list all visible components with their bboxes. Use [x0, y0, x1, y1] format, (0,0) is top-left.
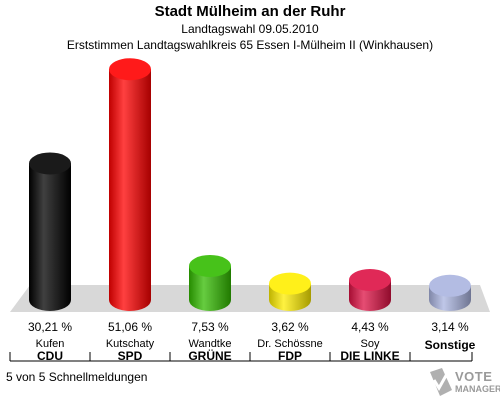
bar-grüne [189, 265, 231, 311]
bar-top-3 [269, 272, 311, 295]
candidate-label: Soy [361, 338, 380, 350]
bar-top-2 [189, 254, 231, 277]
value-label: 51,06 % [108, 320, 152, 334]
value-label: 7,53 % [191, 320, 229, 334]
party-label: FDP [278, 349, 302, 363]
party-label: SPD [118, 349, 143, 363]
logo-line2: MANAGER [455, 384, 500, 394]
bars-group [29, 58, 471, 311]
party-label: GRÜNE [188, 348, 231, 363]
party-label: CDU [37, 349, 63, 363]
logo-line1: VOTE [455, 369, 493, 384]
candidate-label: Wandtke [188, 338, 231, 350]
chart-subtitle-district: Erststimmen Landtagswahlkreis 65 Essen I… [66, 38, 434, 52]
bar-top-4 [349, 268, 391, 291]
candidate-label: Kufen [36, 338, 65, 350]
chart-subtitle: Landtagswahl 09.05.2010 [181, 22, 319, 36]
value-label: 3,62 % [271, 320, 309, 334]
vote-manager-logo: VOTE MANAGER [428, 366, 500, 398]
candidate-label: Kutschaty [106, 338, 155, 350]
chart-title: Stadt Mülheim an der Ruhr [154, 3, 346, 20]
value-label: 3,14 % [431, 320, 469, 334]
candidate-label: Dr. Schössne [257, 338, 322, 350]
bar-cdu [29, 163, 71, 311]
bar-top-1 [109, 58, 151, 81]
value-label: 30,21 % [28, 320, 72, 334]
bar-top-0 [29, 152, 71, 175]
footer-status: 5 von 5 Schnellmeldungen [6, 370, 148, 384]
bar-spd [109, 69, 151, 311]
floor-plane [10, 285, 490, 312]
checkmark-ballot-icon [430, 368, 452, 396]
bar-top-5 [429, 274, 471, 297]
value-label: 4,43 % [351, 320, 389, 334]
party-label: DIE LINKE [340, 349, 399, 363]
party-label: Sonstige [425, 338, 476, 352]
